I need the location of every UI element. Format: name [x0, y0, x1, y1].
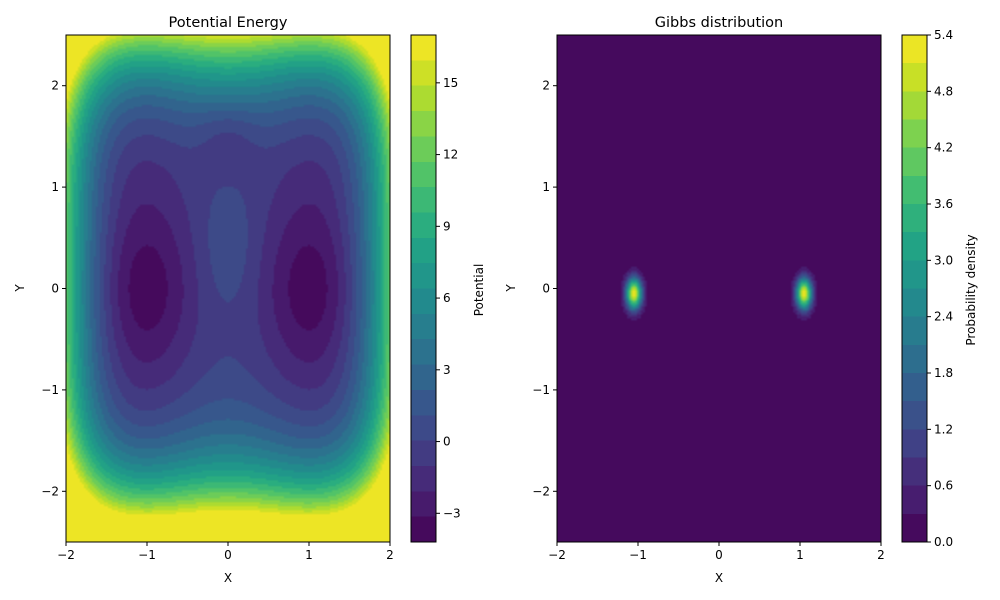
colorbar-tick-label: 1.2	[934, 422, 953, 436]
colorbar-tick-label: 6	[443, 291, 451, 305]
x-tick-label: 0	[715, 548, 723, 562]
potential-colorbar-ticks: −3 0 3 6 9 12 15	[436, 76, 461, 520]
probability-density-colorbar-frame	[901, 34, 928, 543]
colorbar-tick-label: −3	[443, 506, 461, 520]
x-tick-label: −1	[629, 548, 647, 562]
gibbs-distribution-panel: Gibbs distribution −2 −1 0 1 2 −2 −1 0 1 2 X Y 0.…	[504, 15, 978, 585]
colorbar-tick-label: 4.8	[934, 84, 953, 98]
colorbar-tick-label: 9	[443, 219, 451, 233]
y-tick-label: 2	[542, 79, 550, 93]
x-tick-label: 0	[224, 548, 232, 562]
y-tick-label: −1	[532, 383, 550, 397]
x-tick-label: −2	[57, 548, 75, 562]
y-tick-label: −2	[41, 484, 59, 498]
colorbar-tick-label: 15	[443, 76, 458, 90]
probability-density-colorbar-ticks: 0.0 0.6 1.2 1.8 2.4 3.0 3.6 4.2 4.8 5.4	[927, 28, 953, 549]
y-tick-label: 0	[51, 282, 59, 296]
y-tick-label: −2	[532, 484, 550, 498]
colorbar-tick-label: 3.6	[934, 197, 953, 211]
colorbar-tick-label: 12	[443, 148, 458, 162]
potential-colorbar-frame	[410, 34, 437, 543]
y-tick-label: −1	[41, 383, 59, 397]
potential-energy-xlabel: X	[224, 571, 232, 585]
potential-energy-title: Potential Energy	[169, 15, 288, 31]
colorbar-tick-label: 0.0	[934, 535, 953, 549]
gibbs-distribution-contour-plot	[557, 35, 881, 542]
gibbs-distribution-title: Gibbs distribution	[655, 15, 783, 31]
y-tick-label: 1	[51, 180, 59, 194]
colorbar-tick-label: 0.6	[934, 479, 953, 493]
gibbs-distribution-axis-ticks: −2 −1 0 1 2 −2 −1 0 1 2	[532, 79, 885, 562]
colorbar-tick-label: 3	[443, 363, 451, 377]
probability-density-colorbar	[902, 35, 927, 542]
colorbar-tick-label: 0	[443, 435, 451, 449]
potential-colorbar	[411, 35, 436, 542]
gibbs-distribution-xlabel: X	[715, 571, 723, 585]
colorbar-tick-label: 2.4	[934, 310, 953, 324]
colorbar-tick-label: 5.4	[934, 28, 953, 42]
x-tick-label: −2	[548, 548, 566, 562]
y-tick-label: 2	[51, 79, 59, 93]
potential-energy-axis-ticks: −2 −1 0 1 2 −2 −1 0 1 2	[41, 79, 394, 562]
potential-colorbar-label: Potential	[472, 264, 486, 317]
x-tick-label: 1	[305, 548, 313, 562]
x-tick-label: 1	[796, 548, 804, 562]
gibbs-distribution-ylabel: Y	[504, 284, 518, 293]
colorbar-tick-label: 4.2	[934, 141, 953, 155]
potential-energy-ylabel: Y	[13, 284, 27, 293]
potential-energy-contour-plot	[66, 35, 390, 542]
x-tick-label: 2	[386, 548, 394, 562]
y-tick-label: 0	[542, 282, 550, 296]
x-tick-label: −1	[138, 548, 156, 562]
x-tick-label: 2	[877, 548, 885, 562]
y-tick-label: 1	[542, 180, 550, 194]
probability-density-colorbar-label: Probability density	[964, 234, 978, 345]
colorbar-tick-label: 3.0	[934, 253, 953, 267]
colorbar-tick-label: 1.8	[934, 366, 953, 380]
